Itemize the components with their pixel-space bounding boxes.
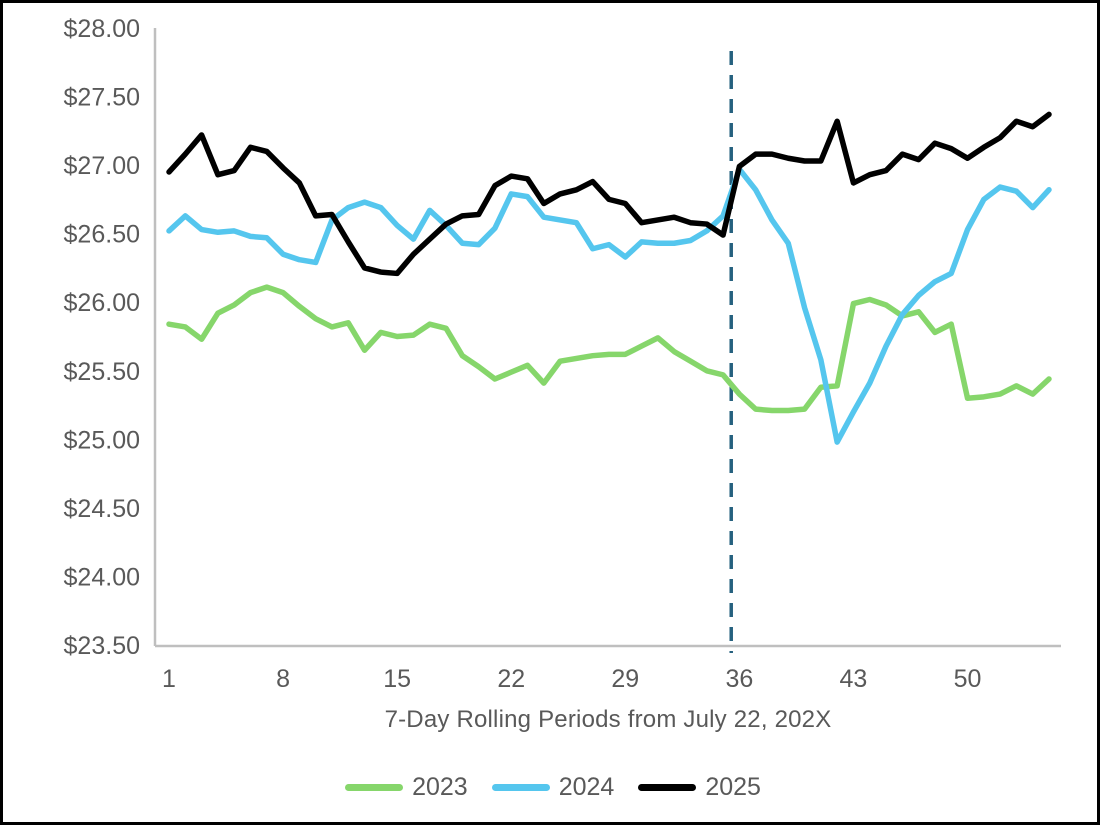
legend-label-2024: 2024 [558,773,615,801]
legend-item-2025: 2025 [638,773,761,802]
y-tick-label: $25.50 [64,358,140,386]
y-tick-label: $28.00 [64,15,140,43]
legend-swatch-2024 [491,784,550,791]
y-tick-label: $27.50 [64,84,140,112]
series-line-2024 [166,166,1052,445]
legend-swatch-2023 [345,784,404,791]
x-tick-label: 29 [611,665,639,693]
legend-item-2024: 2024 [491,773,615,802]
legend: 2023 2024 2025 [3,773,1097,802]
y-tick-label: $25.00 [64,426,140,454]
y-tick-label: $23.50 [64,632,140,660]
legend-label-2023: 2023 [412,773,468,801]
series-line-2025 [166,111,1052,277]
y-tick-label: $26.00 [64,289,140,317]
x-tick-label: 43 [840,665,868,693]
x-tick-label: 22 [497,665,525,693]
plot-area: $28.00 $27.50 $27.00 $26.50 $26.00 $25.50 $25.… [64,15,1061,693]
x-tick-label: 1 [162,665,176,693]
x-axis-title: 7-Day Rolling Periods from July 22, 202X [384,706,832,733]
x-tick-label: 50 [954,665,982,693]
x-tick-label: 15 [383,665,411,693]
legend-swatch-2025 [638,784,697,791]
x-tick-label: 36 [725,665,753,693]
y-tick-label: $24.50 [64,495,140,523]
series-line-2023 [166,284,1052,414]
x-tick-label: 8 [276,665,290,693]
y-tick-label: $26.50 [64,221,140,249]
y-axis-tick-labels: $28.00 $27.50 $27.00 $26.50 $26.00 $25.50 $25.… [64,15,140,660]
legend-label-2025: 2025 [705,773,761,801]
legend-item-2023: 2023 [345,773,468,802]
y-tick-label: $27.00 [64,152,140,180]
y-tick-label: $24.00 [64,563,140,591]
x-axis-tick-labels: 1 8 15 22 29 36 43 50 [162,665,981,693]
